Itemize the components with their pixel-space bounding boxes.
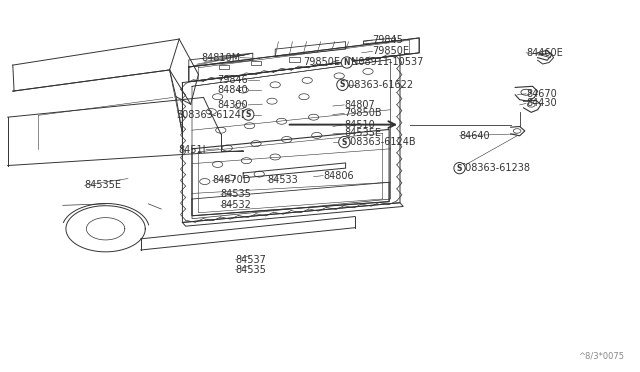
Text: 84430: 84430	[526, 99, 557, 108]
Text: S: S	[457, 164, 462, 173]
Bar	[219, 65, 229, 69]
Text: 79845: 79845	[372, 35, 403, 45]
Text: 84807: 84807	[344, 100, 375, 110]
Text: S08363-61622: S08363-61622	[342, 80, 413, 90]
Text: 79850E: 79850E	[303, 58, 340, 67]
Text: 84535: 84535	[236, 265, 266, 275]
Text: 84640: 84640	[460, 131, 490, 141]
Text: 84535: 84535	[221, 189, 252, 199]
Text: S08363-6124B: S08363-6124B	[344, 137, 416, 147]
Bar	[251, 61, 261, 65]
Text: 84806: 84806	[323, 171, 354, 180]
Text: 79850B: 79850B	[344, 109, 382, 118]
Text: 84460E: 84460E	[526, 48, 563, 58]
Text: S: S	[342, 138, 347, 147]
Text: S: S	[246, 110, 251, 119]
Text: 84510: 84510	[344, 120, 375, 129]
Text: 84670: 84670	[526, 89, 557, 99]
Text: 8451I: 8451I	[179, 145, 206, 154]
Text: ^8/3*0075: ^8/3*0075	[578, 351, 624, 360]
Text: 84537: 84537	[236, 255, 266, 264]
Text: 84535E: 84535E	[84, 180, 122, 190]
Text: 84840: 84840	[218, 85, 248, 95]
Text: 84532: 84532	[221, 201, 252, 210]
Text: S08363-61238: S08363-61238	[460, 163, 531, 173]
Text: 79846: 79846	[218, 75, 248, 85]
Text: S08363-6124B: S08363-6124B	[177, 110, 248, 119]
Text: N: N	[344, 58, 350, 67]
Text: S: S	[340, 80, 345, 89]
Text: 84870D: 84870D	[212, 176, 251, 185]
Bar	[289, 57, 300, 62]
Text: 84810M: 84810M	[201, 53, 240, 62]
Text: N08911-10537: N08911-10537	[351, 58, 423, 67]
Text: 84533: 84533	[268, 176, 298, 185]
Text: 79850E: 79850E	[372, 46, 410, 56]
Text: 84300: 84300	[218, 100, 248, 110]
Text: 84535E: 84535E	[344, 128, 381, 138]
